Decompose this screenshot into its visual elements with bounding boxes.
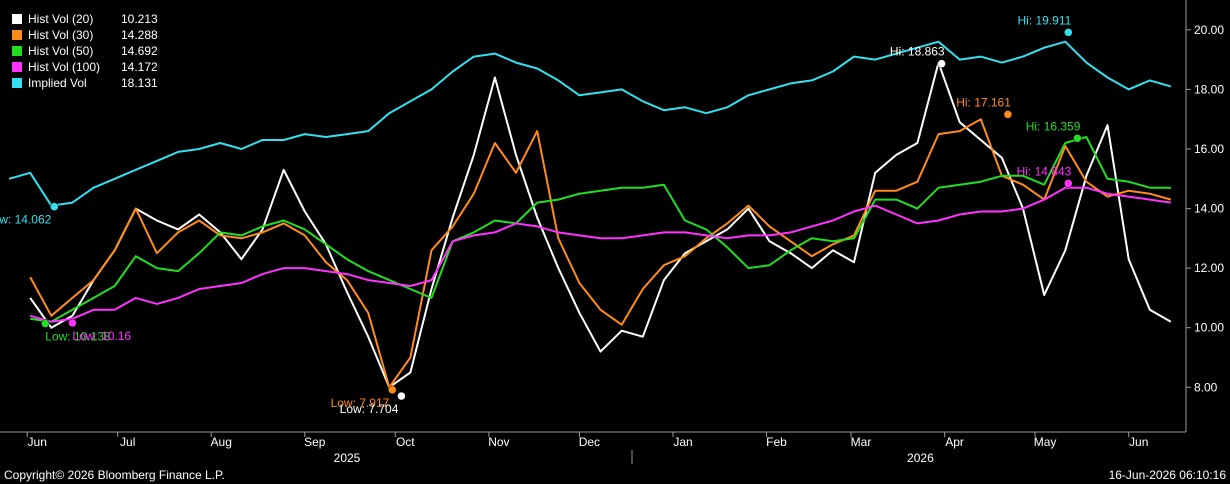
- x-tick-label: Jan: [673, 435, 692, 449]
- extreme-marker: [1064, 179, 1073, 188]
- legend-swatch: [12, 14, 22, 24]
- extreme-marker: [1064, 28, 1073, 37]
- extreme-label: Hi: 14.843: [1017, 164, 1072, 178]
- extreme-label: Hi: 19.911: [1017, 13, 1071, 27]
- series-lines: [8, 40, 1172, 389]
- x-year-label: 2026: [907, 451, 934, 465]
- y-tick-label: 8.00: [1194, 380, 1218, 394]
- legend-swatch: [12, 46, 22, 56]
- legend-label: Hist Vol (20): [28, 12, 94, 26]
- legend-label: Hist Vol (100): [28, 60, 101, 74]
- extreme-label: Low: 10.138: [45, 330, 111, 344]
- extreme-marker: [397, 391, 406, 401]
- x-tick-label: Mar: [851, 435, 872, 449]
- series-line-hist-vol-20: [29, 61, 1172, 389]
- legend-label: Hist Vol (30): [28, 28, 94, 42]
- legend-swatch: [12, 78, 22, 88]
- series-line-hist-vol-100: [29, 186, 1172, 323]
- x-tick-label: Apr: [945, 435, 964, 449]
- x-tick-label: Sep: [304, 435, 326, 449]
- extreme-marker: [41, 319, 50, 328]
- extreme-marker: [1073, 134, 1082, 143]
- x-tick-label: Feb: [766, 435, 787, 449]
- legend-value: 14.288: [121, 28, 158, 42]
- x-tick-label: Nov: [488, 435, 509, 449]
- legend-item: Hist Vol (100) 14.172: [8, 59, 168, 75]
- x-tick-label: Jul: [120, 435, 135, 449]
- x-tick-label: May: [1034, 435, 1057, 449]
- y-tick-label: 12.00: [1194, 261, 1224, 275]
- legend-item: Hist Vol (20) 10.213: [8, 11, 168, 27]
- legend-value: 18.131: [121, 76, 158, 90]
- y-tick-label: 20.00: [1194, 23, 1224, 37]
- extreme-label: Low: 7.917: [331, 396, 390, 410]
- extreme-label: Low: 7.704: [340, 402, 399, 416]
- axes: 8.00 10.00 12.00 14.00 16.00 18.00 20.00 Jun Jul…: [0, 0, 1224, 465]
- x-tick-label: Dec: [579, 435, 600, 449]
- y-tick-label: 16.00: [1194, 142, 1224, 156]
- extreme-label: Hi: 16.359: [1026, 119, 1081, 133]
- legend-swatch: [12, 62, 22, 72]
- extreme-marker: [50, 202, 59, 211]
- legend-value: 14.172: [121, 60, 158, 74]
- extreme-label: Low: 14.062: [0, 213, 52, 227]
- legend-label: Implied Vol: [28, 76, 87, 90]
- x-tick-label: Jun: [28, 435, 47, 449]
- legend-item: Hist Vol (30) 14.288: [8, 27, 168, 43]
- legend-swatch: [12, 30, 22, 40]
- extreme-label: Hi: 18.863: [890, 45, 945, 59]
- y-tick-label: 10.00: [1194, 321, 1224, 335]
- extreme-marker: [1003, 110, 1013, 119]
- x-year-label: 2025: [334, 451, 361, 465]
- series-line-hist-vol-30: [29, 118, 1172, 389]
- legend-item: Hist Vol (50) 14.692: [8, 43, 168, 59]
- legend-value: 14.692: [121, 44, 158, 58]
- timestamp-text: 16-Jun-2026 06:10:16: [1108, 468, 1226, 482]
- legend: Hist Vol (20) 10.213 Hist Vol (30) 14.28…: [8, 11, 168, 91]
- extreme-label: Low: 10.16: [72, 329, 131, 343]
- copyright-text: Copyright© 2026 Bloomberg Finance L.P.: [4, 468, 225, 482]
- x-tick-label: Jun: [1129, 435, 1148, 449]
- x-tick-label: Oct: [396, 435, 415, 449]
- extreme-marker: [68, 318, 77, 328]
- y-tick-label: 18.00: [1194, 82, 1224, 96]
- legend-value: 10.213: [121, 12, 158, 26]
- legend-label: Hist Vol (50): [28, 44, 94, 58]
- y-tick-label: 14.00: [1194, 202, 1224, 216]
- x-tick-label: Aug: [211, 435, 232, 449]
- series-line-hist-vol-50: [30, 136, 1171, 323]
- extreme-marker: [388, 385, 397, 395]
- extreme-marker: [937, 59, 946, 68]
- series-line-implied-vol: [8, 40, 1172, 207]
- extreme-label: Hi: 17.161: [956, 95, 1011, 109]
- legend-item: Implied Vol 18.131: [8, 75, 168, 91]
